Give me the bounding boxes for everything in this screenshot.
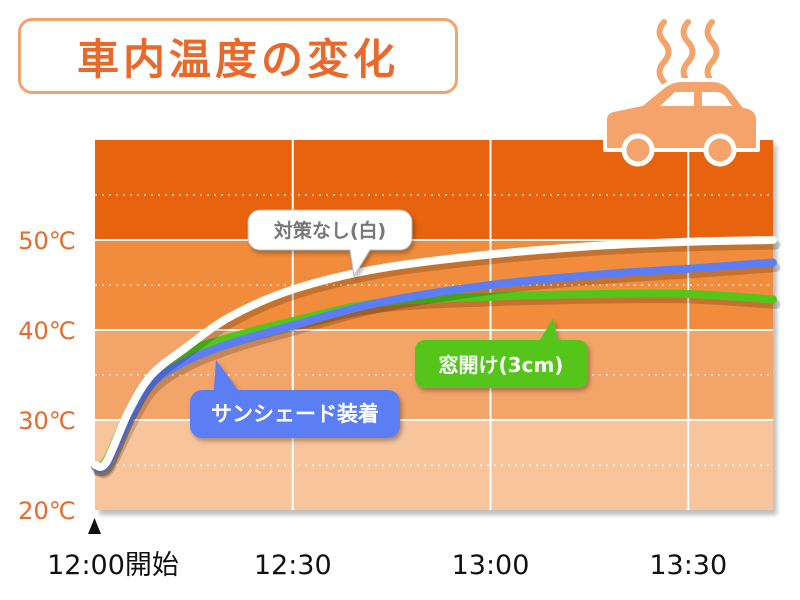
- x-tick-3: 13:30: [649, 550, 727, 581]
- legend-label-no-measure: 対策なし(白): [273, 219, 386, 242]
- series-line-sunshade-shadow: [93, 263, 781, 479]
- band-above-50: [95, 140, 773, 240]
- x-tick-1: 12:30: [254, 550, 332, 581]
- y-tick-20: 20℃: [18, 497, 76, 525]
- y-tick-labels: 20℃ 30℃ 40℃ 50℃: [18, 227, 76, 525]
- x-tick-2: 13:00: [452, 550, 530, 581]
- heat-waves-icon: [656, 19, 720, 85]
- title-box: 車内温度の変化: [18, 18, 458, 94]
- car-icon: [603, 78, 760, 167]
- y-tick-30: 30℃: [18, 407, 76, 435]
- chart-title: 車内温度の変化: [76, 34, 399, 84]
- band-40-50: [95, 240, 773, 330]
- x-tick-0: 12:00開始: [47, 550, 179, 581]
- series-lines: [91, 236, 781, 479]
- legend-label-window: 窓開け(3cm): [439, 353, 564, 377]
- y-tick-40: 40℃: [18, 317, 76, 345]
- callout-window: 窓開け(3cm): [415, 318, 588, 388]
- start-triangle-icon: [88, 518, 101, 534]
- legend-label-sunshade: サンシェード装着: [211, 402, 379, 426]
- series-line-no-measure-shadow: [93, 240, 781, 477]
- series-line-no-measure: [91, 236, 777, 471]
- y-tick-50: 50℃: [18, 227, 76, 255]
- callout-sunshade: サンシェード装着: [190, 360, 400, 438]
- plot-area: [95, 140, 773, 510]
- x-tick-labels: 12:00開始 12:30 13:00 13:30: [47, 550, 727, 581]
- callout-no-measure: 対策なし(白): [247, 209, 413, 278]
